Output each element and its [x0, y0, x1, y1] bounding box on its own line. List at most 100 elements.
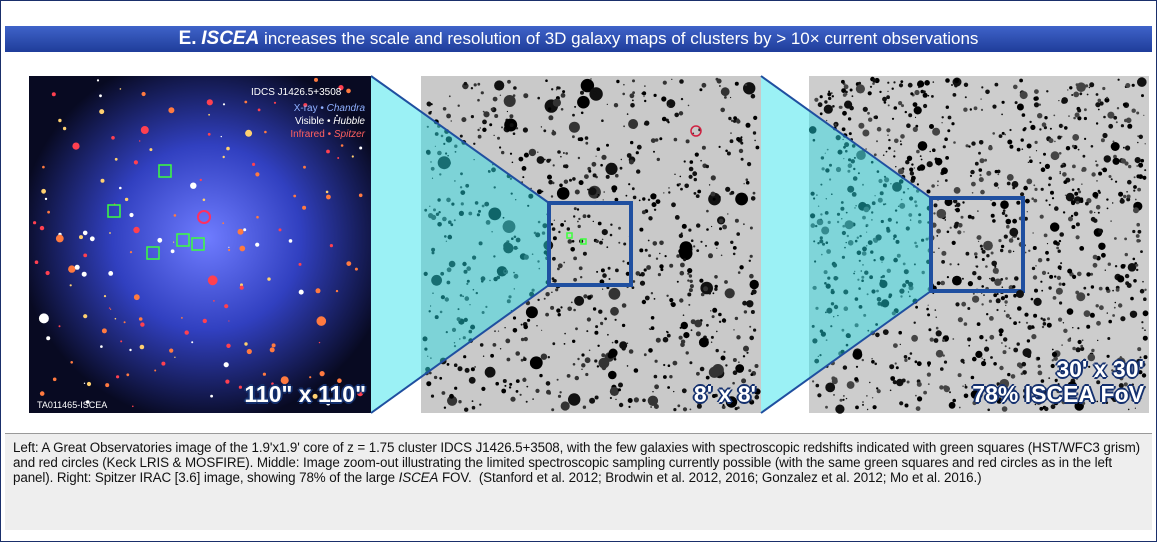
- source: [699, 337, 709, 347]
- source: [622, 303, 627, 308]
- source: [711, 226, 712, 227]
- source: [873, 405, 877, 409]
- source: [915, 117, 916, 118]
- source: [1027, 144, 1032, 149]
- source: [995, 170, 998, 173]
- source: [1028, 250, 1030, 252]
- source: [1049, 138, 1054, 143]
- source: [1023, 128, 1026, 131]
- source: [1068, 338, 1072, 342]
- source: [648, 348, 653, 353]
- source: [59, 325, 61, 327]
- source: [597, 196, 599, 198]
- source: [1045, 164, 1050, 169]
- source: [648, 396, 658, 406]
- source: [651, 316, 655, 320]
- source: [558, 395, 561, 398]
- source: [866, 395, 867, 396]
- source: [673, 391, 674, 392]
- source: [1091, 145, 1094, 148]
- source: [603, 199, 604, 200]
- source: [681, 340, 685, 344]
- source: [572, 340, 575, 343]
- source: [1044, 116, 1047, 119]
- source: [966, 252, 970, 256]
- source: [966, 144, 969, 147]
- source: [634, 368, 639, 373]
- source: [458, 105, 460, 107]
- source: [862, 130, 869, 137]
- source: [849, 106, 854, 111]
- source: [911, 176, 916, 181]
- source: [954, 78, 959, 83]
- source: [632, 91, 635, 94]
- source: [1056, 247, 1059, 250]
- source: [992, 219, 996, 223]
- source: [561, 108, 564, 111]
- source: [977, 235, 982, 240]
- source: [223, 103, 225, 105]
- source: [585, 136, 589, 140]
- source: [1077, 109, 1081, 113]
- source: [814, 98, 818, 102]
- source: [546, 381, 551, 386]
- source: [933, 81, 935, 83]
- source: [1039, 104, 1041, 106]
- source: [1002, 406, 1008, 412]
- source: [458, 366, 463, 371]
- source: [714, 275, 718, 279]
- source: [917, 166, 922, 171]
- source: [589, 350, 591, 352]
- source: [754, 140, 756, 142]
- source: [1115, 265, 1117, 267]
- source: [639, 200, 641, 202]
- source: [1019, 321, 1021, 323]
- source: [578, 157, 580, 159]
- source: [914, 322, 916, 324]
- source: [1061, 344, 1063, 346]
- source: [464, 82, 467, 85]
- source: [999, 328, 1004, 333]
- source: [679, 183, 681, 185]
- source: [302, 206, 306, 210]
- source: [929, 151, 931, 153]
- source: [981, 361, 986, 366]
- source: [1125, 253, 1128, 256]
- source: [1143, 297, 1147, 301]
- source: [426, 381, 431, 386]
- source: [667, 334, 671, 338]
- source: [687, 268, 692, 273]
- source: [500, 95, 501, 96]
- source: [589, 398, 595, 404]
- source: [632, 187, 635, 190]
- source: [651, 292, 653, 294]
- source: [713, 198, 716, 201]
- source: [585, 142, 588, 145]
- source: [439, 377, 442, 380]
- source: [877, 127, 882, 132]
- source: [1087, 293, 1090, 296]
- source: [965, 96, 967, 98]
- source: [879, 91, 881, 93]
- source: [523, 127, 528, 132]
- source: [1116, 288, 1120, 292]
- source: [593, 173, 597, 177]
- source: [644, 85, 645, 86]
- source: [691, 329, 693, 331]
- source: [1059, 283, 1062, 286]
- source: [847, 381, 855, 389]
- source: [710, 310, 711, 311]
- source: [1080, 345, 1083, 348]
- source: [668, 191, 670, 193]
- source: [627, 343, 629, 345]
- source: [191, 341, 193, 343]
- source: [930, 338, 934, 342]
- source: [743, 223, 745, 225]
- source: [633, 196, 637, 200]
- source: [674, 174, 675, 175]
- source: [581, 112, 584, 115]
- source: [545, 79, 548, 82]
- source: [958, 223, 963, 228]
- source: [1041, 167, 1046, 172]
- source: [552, 342, 555, 345]
